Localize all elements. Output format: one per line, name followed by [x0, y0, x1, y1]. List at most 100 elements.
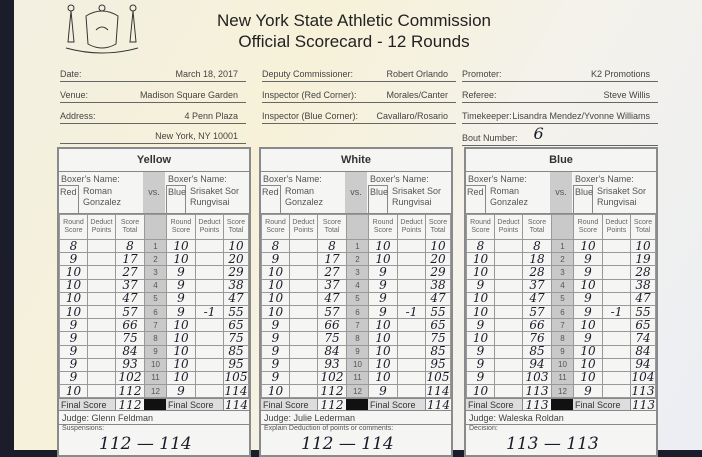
- red-round-score: 8: [466, 238, 495, 254]
- blue-deduct-points: [602, 384, 631, 399]
- red-score-total: 113: [522, 384, 552, 399]
- red-round-score: 9: [261, 370, 290, 386]
- blue-deduct-points: [397, 384, 426, 399]
- red-score-total: 75: [115, 331, 145, 346]
- red-boxer-name: Roman Gonzalez: [83, 186, 122, 207]
- red-round-score: 10: [59, 291, 88, 306]
- red-score-total: 8: [317, 238, 347, 254]
- red-score-total: 57: [522, 304, 552, 320]
- red-deduct-points: [87, 344, 116, 359]
- blue-score-total: 38: [425, 278, 451, 293]
- red-deduct-points: [87, 265, 116, 280]
- red-round-score: 9: [466, 318, 495, 333]
- final-score-row: Final Score 113 Final Score 113: [466, 398, 656, 412]
- red-score-total: 27: [115, 265, 145, 280]
- field-value: Morales/Canter: [386, 90, 448, 100]
- blue-score-total: 114: [223, 384, 249, 399]
- round-number: 2: [144, 252, 167, 267]
- vs-label: vs.: [550, 172, 572, 213]
- scorecard-paper: New York State Athletic Commission Offic…: [14, 0, 702, 457]
- field-address: Address: 4 Penn Plaza: [60, 104, 246, 124]
- field-promoter: Promoter: K2 Promotions: [462, 62, 658, 82]
- red-round-score: 10: [59, 265, 88, 280]
- red-round-score: 10: [261, 265, 290, 280]
- blue-score-total: 28: [630, 265, 656, 280]
- red-round-score: 9: [59, 252, 88, 267]
- red-corner-label: Red: [261, 185, 281, 214]
- blue-boxer-label: Boxer's Name:: [168, 174, 227, 184]
- field-label: Address:: [60, 111, 96, 121]
- round-row: 9 85 9 10 84: [466, 344, 656, 359]
- field-label: Deputy Commissioner:: [262, 69, 354, 79]
- round-number: 6: [144, 304, 167, 320]
- round-header: [551, 214, 574, 240]
- blue-round-score: 9: [573, 265, 603, 280]
- round-row: 9 66 7 10 65: [261, 318, 451, 333]
- blue-score-total: 105: [425, 370, 451, 386]
- field-label: Bout Number:: [462, 133, 518, 143]
- blue-score-total: 104: [630, 370, 656, 386]
- blue-boxer-label: Boxer's Name:: [370, 174, 429, 184]
- round-row: 10 57 6 9 -1 55: [261, 304, 451, 320]
- blue-deduct-header: Deduct Points: [397, 214, 426, 240]
- field-timekeeper: Timekeeper: Lisandra Mendez/Yvonne Willia…: [462, 104, 658, 124]
- red-deduct-points: [494, 304, 523, 320]
- round-number: 5: [144, 291, 167, 306]
- red-round-score: 10: [466, 252, 495, 267]
- round-number: 11: [144, 370, 167, 386]
- red-round-score-header: Round Score: [466, 214, 495, 240]
- handwritten-decision: 113 — 113: [506, 434, 599, 455]
- round-row: 9 66 7 10 65: [466, 318, 656, 333]
- red-total-header: Score Total: [522, 214, 552, 240]
- round-row: 8 8 1 10 10: [261, 238, 451, 254]
- blue-deduct-points: [195, 278, 224, 293]
- round-row: 9 37 4 10 38: [466, 278, 656, 293]
- final-score-row: Final Score 112 Final Score 114: [59, 398, 249, 412]
- score-table: Round Score Deduct Points Score Total Round…: [261, 214, 451, 399]
- red-score-total: 93: [115, 357, 145, 372]
- blue-final-label: Final Score: [166, 399, 223, 411]
- round-number: 3: [551, 265, 574, 280]
- blue-round-score: 10: [368, 370, 398, 386]
- red-round-score: 10: [466, 331, 495, 346]
- red-score-total: 103: [522, 370, 552, 386]
- red-score-total: 112: [115, 384, 145, 399]
- scorecard-yellow: Yellow Boxer's Name: Red Roman Gonzalez …: [57, 147, 251, 457]
- blue-score-total: 10: [223, 238, 249, 254]
- blue-deduct-points: [397, 291, 426, 306]
- round-number: 5: [551, 291, 574, 306]
- field-label: Date:: [60, 69, 82, 79]
- field-bout-number: Bout Number: 6: [462, 124, 658, 146]
- field-value: Madison Square Garden: [139, 90, 238, 100]
- scorecard-white: White Boxer's Name: Red Roman Gonzalez v…: [259, 147, 453, 457]
- score-table: Round Score Deduct Points Score Total Round…: [59, 214, 249, 399]
- round-number: 7: [144, 318, 167, 333]
- blue-round-score: 9: [573, 331, 603, 346]
- red-deduct-header: Deduct Points: [494, 214, 523, 240]
- final-divider: [144, 399, 166, 411]
- red-deduct-points: [494, 357, 523, 372]
- round-row: 10 27 3 9 29: [59, 265, 249, 280]
- blue-round-score: 10: [166, 344, 196, 359]
- blue-round-score: 10: [573, 278, 603, 293]
- blue-round-score: 9: [573, 291, 603, 306]
- round-row: 10 113 12 9 113: [466, 384, 656, 399]
- red-score-total: 37: [522, 278, 552, 293]
- red-round-score: 10: [261, 384, 290, 399]
- round-number: 7: [551, 318, 574, 333]
- blue-round-score-header: Round Score: [573, 214, 603, 240]
- red-score-total: 8: [522, 238, 552, 254]
- red-score-total: 76: [522, 331, 552, 346]
- blue-score-total: 65: [223, 318, 249, 333]
- round-row: 9 66 7 10 65: [59, 318, 249, 333]
- round-row: 9 75 8 10 75: [261, 331, 451, 346]
- blue-score-total: 113: [630, 384, 656, 399]
- boxer-names: Boxer's Name: Red Roman Gonzalez vs. Box…: [59, 172, 249, 214]
- red-round-score: 10: [466, 384, 495, 399]
- blue-deduct-points: [195, 252, 224, 267]
- round-number: 11: [551, 370, 574, 386]
- blue-deduct-points: [602, 318, 631, 333]
- red-final-label: Final Score: [59, 399, 115, 411]
- blue-deduct-points: [195, 291, 224, 306]
- page-title: New York State Athletic Commission Offic…: [216, 11, 491, 51]
